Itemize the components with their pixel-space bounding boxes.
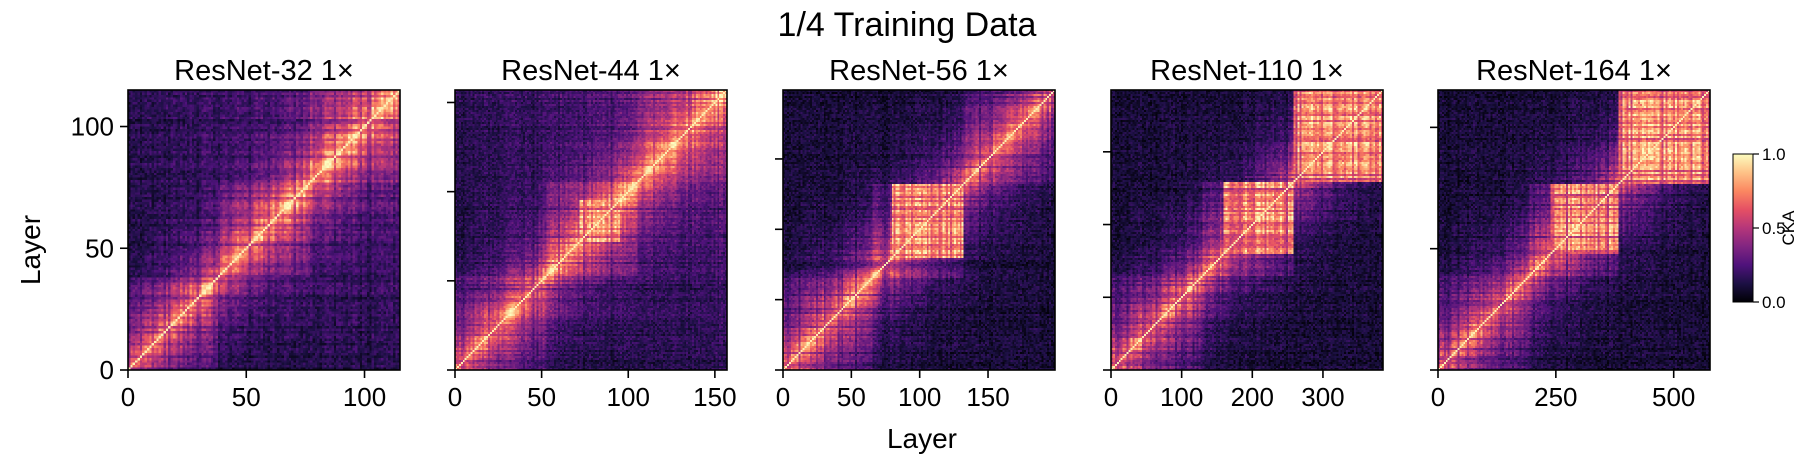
heatmap-panel: ResNet-44 1× 0 50 100 150	[447, 55, 737, 412]
x-axis-label: Layer	[887, 423, 957, 454]
x-tick-label: 0	[448, 382, 462, 412]
heatmap-image	[1111, 90, 1383, 370]
heatmap-panel: ResNet-164 1× 0 250 500	[1430, 55, 1711, 412]
x-tick-label: 250	[1534, 382, 1577, 412]
heatmap-image	[128, 90, 400, 370]
x-tick-label: 150	[966, 382, 1009, 412]
panel-title: ResNet-110 1×	[1150, 55, 1344, 87]
colorbar: CKA 0.0 0.5 1.0	[1732, 145, 1798, 312]
x-tick-label: 0	[121, 382, 135, 412]
y-tick-label: 50	[85, 233, 114, 263]
heatmap-panel: ResNet-110 1× 0 100 200 300	[1103, 55, 1384, 412]
figure-title: 1/4 Training Data	[778, 6, 1037, 44]
heatmap-image	[783, 90, 1055, 370]
panel-frame	[127, 89, 401, 371]
colorbar-tick-label: 1.0	[1762, 145, 1786, 164]
colorbar-label: CKA	[1779, 210, 1798, 246]
x-tick-label: 500	[1652, 382, 1695, 412]
x-tick-label: 50	[527, 382, 556, 412]
x-tick-label: 50	[232, 382, 261, 412]
x-tick-label: 100	[607, 382, 650, 412]
x-tick-label: 0	[1104, 382, 1118, 412]
x-tick-label: 300	[1301, 382, 1344, 412]
x-tick-label: 150	[693, 382, 736, 412]
heatmap-panel: ResNet-56 1× 0 50 100 150	[775, 55, 1056, 412]
heatmap-panel: ResNet-32 1× 0 50 100 0 50 100	[71, 55, 401, 412]
y-axis-label: Layer	[15, 215, 46, 285]
panel-title: ResNet-44 1×	[501, 55, 681, 87]
x-tick-label: 0	[776, 382, 790, 412]
panel-frame	[1110, 89, 1384, 371]
colorbar-tick-label: 0.5	[1762, 219, 1786, 238]
x-tick-label: 50	[837, 382, 866, 412]
x-tick-label: 0	[1431, 382, 1445, 412]
x-tick-label: 100	[1160, 382, 1203, 412]
panel-title: ResNet-164 1×	[1476, 55, 1672, 87]
y-tick-label: 100	[71, 112, 114, 142]
x-tick-label: 200	[1231, 382, 1274, 412]
panel-title: ResNet-32 1×	[174, 55, 354, 87]
panel-frame	[454, 89, 728, 371]
colorbar-tick-label: 0.0	[1762, 293, 1786, 312]
x-tick-label: 100	[898, 382, 941, 412]
colorbar-gradient	[1732, 153, 1754, 303]
heatmap-image	[1438, 90, 1710, 370]
x-tick-label: 100	[343, 382, 386, 412]
panel-frame	[1437, 89, 1711, 371]
heatmap-image	[455, 90, 727, 370]
y-tick-label: 0	[100, 355, 114, 385]
panel-title: ResNet-56 1×	[829, 55, 1009, 87]
